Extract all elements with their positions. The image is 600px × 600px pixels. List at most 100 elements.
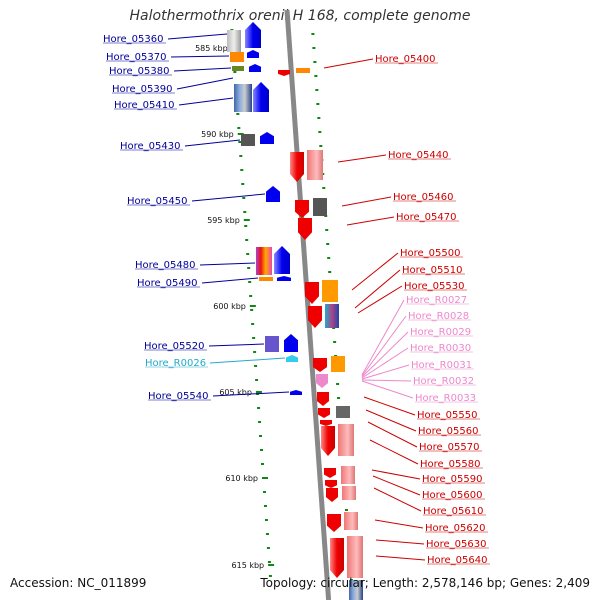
gene-label-left: Hore_05480	[135, 260, 196, 271]
label-leader-right	[363, 396, 416, 416]
gene-R0026-arrow	[286, 355, 298, 362]
kbp-label: 615 kbp	[232, 561, 265, 570]
gene-05580-arrow	[321, 426, 335, 456]
gene-label-right: Hore_05470	[396, 212, 457, 223]
gene-05540-arrow	[290, 390, 302, 395]
kbp-label: 600 kbp	[213, 302, 246, 311]
gene-05400-arrow	[278, 70, 290, 76]
gene-label-right: Hore_05550	[417, 410, 478, 421]
label-leader-right	[354, 269, 401, 309]
gene-05360-block	[227, 30, 241, 52]
gene-05510-block	[322, 280, 338, 302]
label-leader-right	[361, 379, 412, 382]
gene-label-right: Hore_R0027	[406, 295, 467, 306]
label-leader-right	[361, 299, 405, 376]
page-title: Halothermothrix orenii H 168, complete g…	[129, 8, 471, 24]
gene-05440-block	[307, 150, 323, 180]
label-leader-right	[323, 58, 374, 69]
kbp-label: 595 kbp	[207, 216, 240, 225]
gene-05640-block	[349, 580, 363, 600]
gene-05600-arrow	[325, 480, 337, 488]
label-leader-right	[361, 364, 410, 380]
gene-label-left: Hore_05390	[112, 84, 173, 95]
label-leader-right	[357, 285, 403, 314]
gene-label-left: Hore_05520	[144, 341, 205, 352]
topology-label: Topology: circular; Length: 2,578,146 bp…	[260, 576, 590, 590]
gene-05520-arrow	[284, 334, 298, 352]
label-leader-right	[372, 475, 421, 496]
gene-label-right: Hore_R0032	[413, 376, 474, 387]
kbp-label: 590 kbp	[201, 130, 234, 139]
gene-R0032-arrow	[316, 374, 328, 388]
label-leader-right	[375, 555, 426, 561]
gene-05470-arrow	[298, 218, 312, 240]
gene-05490-block	[259, 277, 273, 281]
label-leader-left	[201, 277, 259, 284]
label-leader-right	[371, 469, 421, 480]
label-leader-right	[361, 315, 407, 377]
label-leader-right	[361, 347, 409, 379]
gene-05610-arrow	[326, 488, 338, 502]
gene-05410-arrow	[253, 82, 269, 112]
gene-label-right: Hore_05440	[388, 150, 449, 161]
gene-05590-block	[341, 466, 355, 484]
label-leader-left	[199, 262, 256, 266]
gene-label-right: Hore_05620	[425, 523, 486, 534]
gene-05430-block	[241, 134, 255, 146]
gene-05460-block	[313, 198, 327, 216]
gene-label-right: Hore_05630	[426, 539, 487, 550]
gene-label-right: Hore_05460	[393, 192, 454, 203]
label-leader-left	[212, 391, 290, 397]
label-leader-right	[351, 252, 399, 291]
label-leader-right	[361, 380, 414, 399]
gene-05460-arrow	[295, 200, 309, 218]
kbp-label: 605 kbp	[219, 388, 252, 397]
gene-05440-arrow	[290, 152, 304, 182]
gene-label-left: Hore_05430	[120, 141, 181, 152]
gene-label-right: Hore_05570	[419, 442, 480, 453]
gene-05590-arrow	[324, 468, 336, 478]
label-leader-right	[374, 519, 424, 529]
kbp-label: 610 kbp	[225, 474, 258, 483]
gene-label-right: Hore_05400	[375, 54, 436, 65]
gene-label-left: Hore_05410	[114, 100, 175, 111]
kbp-label: 585 kbp	[195, 44, 228, 53]
backbone-line	[284, 9, 332, 600]
gene-05610-block	[342, 486, 356, 500]
gene-05560-arrow	[318, 408, 330, 418]
gene-05620-block	[344, 512, 358, 530]
gene-label-left: Hore_05380	[109, 66, 170, 77]
gene-label-right: Hore_05590	[422, 474, 483, 485]
label-leader-right	[365, 409, 417, 432]
gene-label-right: Hore_05560	[418, 426, 479, 437]
gene-label-right: Hore_05530	[404, 281, 465, 292]
gene-05370-arrow	[247, 50, 259, 58]
gene-05360-arrow	[245, 22, 261, 48]
gene-label-right: Hore_05500	[400, 248, 461, 259]
label-leader-right	[346, 216, 395, 226]
gene-label-left: Hore_05370	[106, 52, 167, 63]
gene-05370-block	[230, 52, 244, 62]
label-leader-left	[184, 139, 241, 147]
label-leader-right	[375, 539, 425, 545]
gene-label-left: Hore_05490	[137, 278, 198, 289]
accession-label: Accession: NC_011899	[10, 576, 147, 590]
gene-05430-arrow	[260, 132, 274, 144]
gene-label-left: Hore_05360	[103, 34, 164, 45]
gene-05490-arrow	[277, 276, 291, 281]
gene-R0027-arrow	[313, 358, 327, 372]
label-leader-left	[176, 77, 234, 90]
label-leader-left	[170, 55, 230, 58]
label-leader-left	[208, 343, 265, 347]
label-leader-right	[367, 421, 418, 448]
gene-05630-block	[347, 536, 363, 578]
label-leader-right	[361, 331, 409, 378]
label-leader-right	[341, 196, 392, 207]
gene-05570-arrow	[320, 420, 332, 426]
gene-label-right: Hore_R0031	[411, 360, 472, 371]
label-leader-right	[373, 487, 422, 512]
gene-05450-arrow	[266, 186, 280, 202]
label-leader-left	[191, 193, 266, 202]
label-leader-right	[369, 439, 419, 465]
